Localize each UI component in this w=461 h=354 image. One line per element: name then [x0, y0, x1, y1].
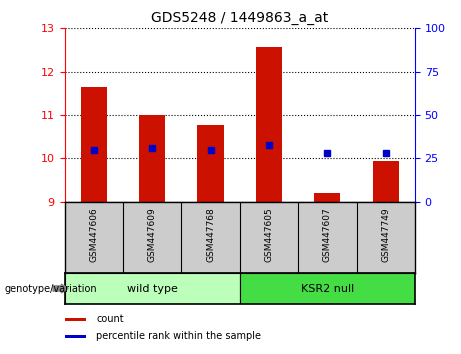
Text: genotype/variation: genotype/variation: [5, 284, 97, 293]
Text: count: count: [96, 314, 124, 324]
Bar: [314, 193, 340, 202]
Text: GSM447609: GSM447609: [148, 207, 157, 262]
Bar: [65, 318, 86, 321]
Bar: [65, 335, 86, 338]
Text: GSM447605: GSM447605: [265, 207, 273, 262]
Bar: [256, 47, 282, 202]
Bar: [372, 161, 399, 202]
Bar: [240, 273, 415, 304]
Text: GSM447749: GSM447749: [381, 207, 390, 262]
Bar: [65, 273, 240, 304]
Text: KSR2 null: KSR2 null: [301, 284, 354, 293]
Text: wild type: wild type: [127, 284, 177, 293]
Text: GSM447607: GSM447607: [323, 207, 332, 262]
Title: GDS5248 / 1449863_a_at: GDS5248 / 1449863_a_at: [151, 11, 328, 24]
Text: percentile rank within the sample: percentile rank within the sample: [96, 331, 261, 341]
Bar: [81, 87, 107, 202]
Text: GSM447768: GSM447768: [206, 207, 215, 262]
Text: GSM447606: GSM447606: [89, 207, 98, 262]
Bar: [139, 115, 165, 202]
Bar: [197, 125, 224, 202]
